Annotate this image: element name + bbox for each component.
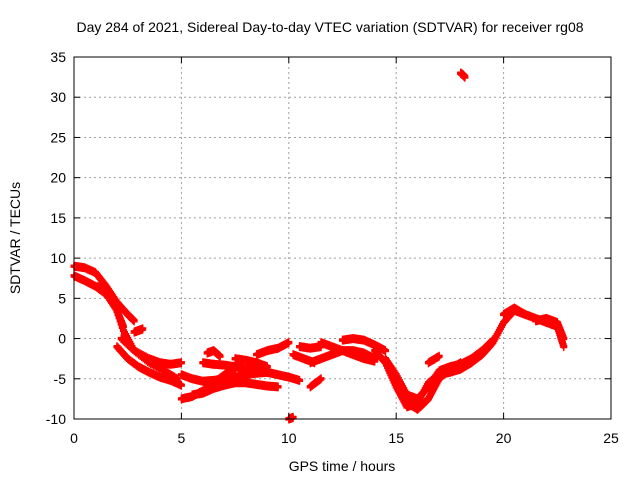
data-point <box>371 358 379 366</box>
data-point <box>177 382 185 390</box>
y-tick-label: 15 <box>50 210 66 226</box>
data-point <box>461 74 469 82</box>
plot-frame <box>73 56 612 420</box>
x-tick-label: 10 <box>281 430 297 446</box>
series-trace-9 <box>188 378 282 400</box>
y-tick-label: 5 <box>58 290 66 306</box>
data-point <box>130 318 138 326</box>
data-points <box>70 68 568 424</box>
y-axis-label: SDTVAR / TECUs <box>7 182 23 294</box>
data-point <box>381 348 389 356</box>
series-trace-21 <box>371 305 529 412</box>
data-point <box>435 353 443 361</box>
data-point <box>285 340 293 348</box>
y-tick-label: 25 <box>50 129 66 145</box>
data-point <box>263 364 271 372</box>
series-trace-10 <box>199 358 304 385</box>
series-trace-19 <box>317 338 379 366</box>
data-point <box>216 353 224 361</box>
series-trace-26 <box>532 313 568 344</box>
data-point <box>489 337 497 345</box>
y-tick-label: 35 <box>50 49 66 65</box>
series-trace-4 <box>113 342 185 390</box>
y-tick-label: 20 <box>50 170 66 186</box>
series-trace-14 <box>285 412 297 424</box>
axis-ticks: 0 5 10 15 20 25 -10 -5 0 5 10 15 20 25 30 35 <box>46 49 619 446</box>
data-point <box>289 414 297 422</box>
x-tick-label: 20 <box>496 430 512 446</box>
data-point <box>296 377 304 385</box>
x-axis-label: GPS time / hours <box>289 458 396 474</box>
data-point <box>457 360 465 368</box>
chart-title: Day 284 of 2021, Sidereal Day-to-day VTE… <box>76 19 583 35</box>
x-tick-label: 0 <box>70 430 78 446</box>
data-point <box>317 376 325 384</box>
series-trace-5 <box>117 334 185 369</box>
series-trace-13 <box>253 338 293 360</box>
series-trace-6 <box>130 324 147 337</box>
data-point <box>560 344 568 352</box>
y-tick-label: 0 <box>58 331 66 347</box>
y-tick-label: -5 <box>54 371 67 387</box>
data-point <box>139 326 147 334</box>
y-tick-label: 30 <box>50 89 66 105</box>
x-tick-label: 5 <box>178 430 186 446</box>
data-point <box>177 360 185 368</box>
series-trace-17 <box>306 374 325 392</box>
series-trace-11 <box>203 346 224 361</box>
series-trace-24 <box>424 351 443 368</box>
series-trace-27 <box>457 68 469 82</box>
series-trace-23 <box>392 358 465 414</box>
x-tick-label: 25 <box>603 430 619 446</box>
x-tick-label: 15 <box>388 430 404 446</box>
series-trace-12 <box>231 354 271 372</box>
y-tick-label: 10 <box>50 250 66 266</box>
data-point <box>560 336 568 344</box>
y-tick-label: -10 <box>46 411 66 427</box>
data-point <box>274 384 282 392</box>
series-trace-20 <box>339 334 389 356</box>
